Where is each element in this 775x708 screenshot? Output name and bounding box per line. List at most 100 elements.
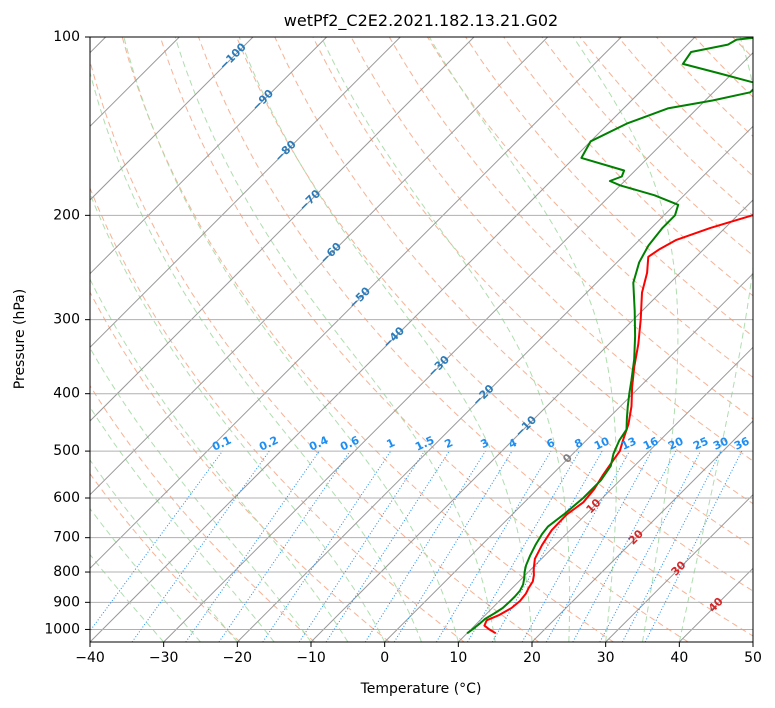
moist-adiabat bbox=[90, 70, 422, 642]
moist-adiabat bbox=[678, 37, 753, 642]
dry-adiabat bbox=[236, 37, 753, 592]
moist-adiabat bbox=[428, 37, 617, 642]
dry-adiabat bbox=[274, 37, 753, 548]
moist-adiabat bbox=[90, 459, 238, 642]
mixing-ratio-lines bbox=[90, 450, 743, 642]
x-tick-label: −20 bbox=[223, 650, 253, 666]
moist-adiabat bbox=[238, 37, 533, 642]
y-tick-label: 1000 bbox=[44, 621, 80, 637]
mixing-ratio-label: 20 bbox=[666, 434, 686, 452]
mixing-ratio-line bbox=[298, 450, 425, 642]
x-tick-label: 0 bbox=[380, 650, 389, 666]
dry-adiabat bbox=[694, 37, 753, 98]
mixing-ratio-line bbox=[262, 450, 392, 642]
dry-adiabat bbox=[159, 37, 689, 642]
moist-adiabat bbox=[123, 37, 459, 642]
dry-adiabat bbox=[312, 37, 753, 505]
isotherm-line bbox=[90, 37, 622, 570]
isotherm-label: −50 bbox=[347, 284, 374, 311]
mixing-ratio-label: 25 bbox=[691, 435, 710, 453]
isotherm-label: 20 bbox=[626, 527, 646, 547]
dry-adiabat bbox=[426, 37, 753, 378]
y-tick-label: 200 bbox=[53, 207, 80, 223]
dry-adiabat bbox=[90, 384, 316, 642]
mixing-ratio-line bbox=[521, 450, 630, 642]
dry-adiabat bbox=[541, 37, 753, 257]
skewed-isotherms bbox=[90, 37, 753, 642]
dry-adiabat bbox=[503, 37, 753, 297]
y-tick-label: 100 bbox=[53, 29, 80, 45]
moist-adiabat bbox=[90, 406, 275, 642]
y-tick-label: 400 bbox=[53, 386, 80, 402]
y-tick-label: 800 bbox=[53, 564, 80, 580]
chart-title: wetPf2_C2E2.2021.182.13.21.G02 bbox=[284, 11, 558, 31]
isotherm-line bbox=[605, 493, 753, 642]
mixing-ratio-label: 4 bbox=[507, 436, 520, 451]
mixing-ratio-label: 3 bbox=[479, 436, 491, 451]
y-axis-ticks: 100 200 300 400 500 600 700 800 900 1000 bbox=[44, 29, 90, 637]
isotherm-line bbox=[90, 37, 696, 642]
moist-adiabats bbox=[90, 37, 753, 642]
isotherm-label: −60 bbox=[318, 240, 345, 267]
isotherm-label: −80 bbox=[272, 138, 299, 165]
moist-adiabat bbox=[90, 507, 201, 642]
moist-adiabat bbox=[90, 553, 165, 642]
mixing-ratio-line bbox=[393, 450, 513, 642]
mixing-ratio-line bbox=[467, 450, 580, 642]
mixing-ratio-line bbox=[90, 450, 223, 632]
isotherm-line bbox=[384, 272, 753, 642]
moist-adiabat bbox=[572, 37, 679, 642]
mixing-ratio-label: 30 bbox=[711, 434, 731, 452]
mixing-ratio-label: 13 bbox=[619, 435, 638, 453]
dry-adiabat bbox=[90, 472, 241, 642]
x-axis-label: Temperature (°C) bbox=[360, 681, 482, 697]
isotherm-line bbox=[752, 641, 753, 642]
dry-adiabat bbox=[656, 37, 753, 138]
dry-adiabat bbox=[771, 37, 775, 642]
isotherm-line bbox=[90, 37, 401, 349]
x-tick-label: 40 bbox=[670, 650, 688, 666]
isotherm-line bbox=[90, 37, 328, 275]
dry-adiabat bbox=[732, 37, 753, 59]
isotherm-line bbox=[163, 51, 753, 642]
mixing-ratio-line bbox=[621, 450, 722, 642]
y-tick-label: 700 bbox=[53, 530, 80, 546]
y-tick-label: 300 bbox=[53, 312, 80, 328]
mixing-ratio-labels: 0.1 0.2 0.4 0.6 1 1.5 2 3 4 6 8 10 13 16 20 25 30 36 bbox=[210, 433, 752, 453]
dry-adiabat bbox=[90, 291, 390, 642]
plot-frame bbox=[89, 36, 754, 643]
dry-adiabat bbox=[90, 59, 540, 642]
mixing-ratio-line bbox=[644, 450, 743, 642]
isotherm-line bbox=[310, 199, 753, 642]
moist-adiabat bbox=[90, 347, 312, 642]
x-tick-label: 20 bbox=[523, 650, 541, 666]
x-tick-label: 10 bbox=[449, 650, 467, 666]
x-tick-label: 50 bbox=[744, 650, 762, 666]
x-axis-ticks: −40 −30 −20 −10 0 10 20 30 40 50 bbox=[75, 642, 762, 666]
isotherm-line bbox=[678, 567, 753, 642]
dry-adiabat bbox=[121, 37, 614, 642]
isotherm-line bbox=[90, 37, 254, 201]
dry-adiabat bbox=[90, 186, 465, 642]
x-tick-label: −40 bbox=[75, 650, 105, 666]
isotherm-line bbox=[90, 37, 549, 496]
moist-adiabat bbox=[90, 192, 386, 642]
isotherm-label: −70 bbox=[297, 187, 324, 214]
pressure-gridlines bbox=[90, 37, 753, 630]
mixing-ratio-line bbox=[572, 450, 677, 642]
profile-series bbox=[466, 37, 753, 635]
isotherm-line bbox=[90, 37, 475, 422]
y-tick-label: 900 bbox=[53, 594, 80, 610]
isotherm-line bbox=[457, 346, 753, 642]
mixing-ratio-line bbox=[435, 450, 552, 642]
x-tick-label: −10 bbox=[296, 650, 326, 666]
dry-adiabat bbox=[465, 37, 753, 338]
mixing-ratio-line bbox=[599, 450, 701, 642]
mixing-ratio-label: 16 bbox=[641, 434, 661, 452]
moist-adiabat bbox=[90, 278, 349, 642]
y-axis-label: Pressure (hPa) bbox=[12, 289, 28, 389]
plot-area: −100−90−80−70−60−50−40−30−20−10010203040… bbox=[90, 37, 775, 642]
dewpoint-line bbox=[466, 37, 753, 635]
